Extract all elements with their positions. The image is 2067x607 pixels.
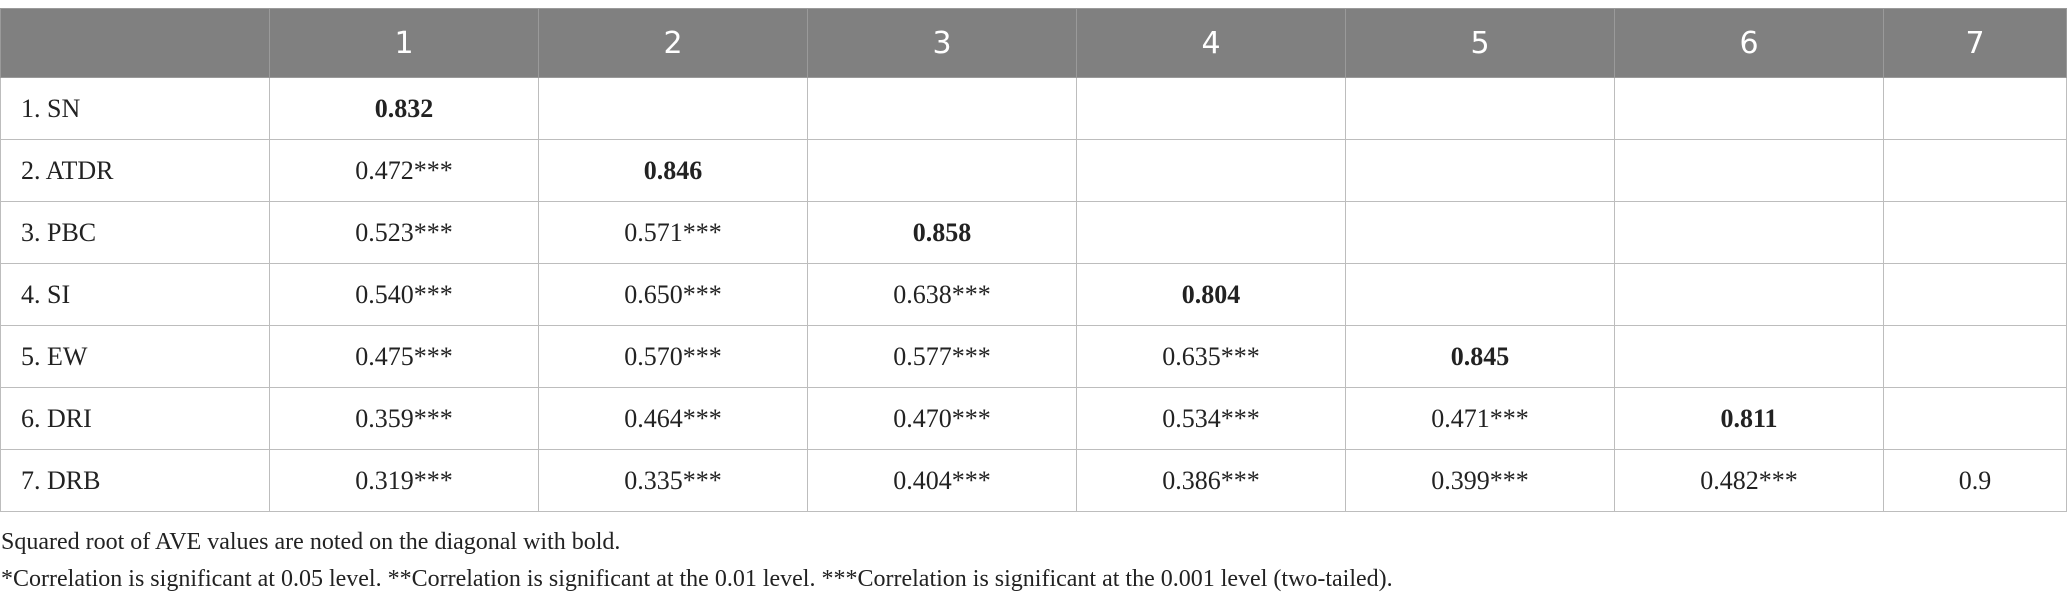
cell (1076, 139, 1346, 202)
header-cell: 5 (1345, 8, 1615, 78)
header-cell: 1 (269, 8, 539, 78)
cell: 0.858 (807, 201, 1077, 264)
cell: 0.359*** (269, 387, 539, 450)
header-cell: 7 (1883, 8, 2067, 78)
cell: 0.475*** (269, 325, 539, 388)
cell: 0.540*** (269, 263, 539, 326)
cell (1883, 387, 2067, 450)
notes: Squared root of AVE values are noted on … (1, 524, 1393, 598)
cell: 0.523*** (269, 201, 539, 264)
row-label: 7. DRB (0, 449, 270, 512)
cell (1883, 201, 2067, 264)
cell (1614, 139, 1884, 202)
cell: 0.832 (269, 77, 539, 140)
cell: 0.9 (1883, 449, 2067, 512)
cell (1614, 263, 1884, 326)
cell: 0.386*** (1076, 449, 1346, 512)
cell: 0.472*** (269, 139, 539, 202)
cell (1614, 201, 1884, 264)
cell: 0.811 (1614, 387, 1884, 450)
cell: 0.464*** (538, 387, 808, 450)
header-cell: 6 (1614, 8, 1884, 78)
cell (1345, 139, 1615, 202)
cell: 0.471*** (1345, 387, 1615, 450)
cell: 0.482*** (1614, 449, 1884, 512)
cell: 0.570*** (538, 325, 808, 388)
cell: 0.635*** (1076, 325, 1346, 388)
table-row: 3. PBC 0.523*** 0.571*** 0.858 (0, 201, 2067, 264)
cell (1883, 263, 2067, 326)
table-row: 2. ATDR 0.472*** 0.846 (0, 139, 2067, 202)
table-row: 5. EW 0.475*** 0.570*** 0.577*** 0.635*** 0.8… (0, 325, 2067, 388)
cell (1883, 77, 2067, 140)
cell (1883, 139, 2067, 202)
cell (538, 77, 808, 140)
cell: 0.399*** (1345, 449, 1615, 512)
header-cell (0, 8, 270, 78)
cell (1345, 77, 1615, 140)
footnote: Squared root of AVE values are noted on … (1, 529, 621, 555)
table-row: 4. SI 0.540*** 0.650*** 0.638*** 0.804 (0, 263, 2067, 326)
header-cell: 2 (538, 8, 808, 78)
cell (1345, 263, 1615, 326)
row-label: 2. ATDR (0, 139, 270, 202)
cell: 0.846 (538, 139, 808, 202)
cell: 0.404*** (807, 449, 1077, 512)
cell: 0.845 (1345, 325, 1615, 388)
cell (1076, 77, 1346, 140)
table-row: 1. SN 0.832 (0, 77, 2067, 140)
row-label: 5. EW (0, 325, 270, 388)
row-label: 1. SN (0, 77, 270, 140)
cell (1614, 325, 1884, 388)
table-body: 1. SN 0.832 2. ATDR 0.472*** 0.846 3. PBC 0.52… (0, 77, 2067, 512)
cell (1883, 325, 2067, 388)
cell: 0.650*** (538, 263, 808, 326)
header-cell: 3 (807, 8, 1077, 78)
row-label: 4. SI (0, 263, 270, 326)
cell (807, 77, 1077, 140)
row-label: 6. DRI (0, 387, 270, 450)
cell: 0.804 (1076, 263, 1346, 326)
table-row: 7. DRB 0.319*** 0.335*** 0.404*** 0.386*** 0.… (0, 449, 2067, 512)
cell (807, 139, 1077, 202)
cell (1076, 201, 1346, 264)
cell (1614, 77, 1884, 140)
footnote: *Correlation is significant at 0.05 leve… (1, 566, 1393, 592)
cell: 0.571*** (538, 201, 808, 264)
cell: 0.534*** (1076, 387, 1346, 450)
cell: 0.638*** (807, 263, 1077, 326)
cell: 0.319*** (269, 449, 539, 512)
cell: 0.335*** (538, 449, 808, 512)
header-cell: 4 (1076, 8, 1346, 78)
cell: 0.470*** (807, 387, 1077, 450)
cell: 0.577*** (807, 325, 1077, 388)
table-row: 6. DRI 0.359*** 0.464*** 0.470*** 0.534*** 0.… (0, 387, 2067, 450)
row-label: 3. PBC (0, 201, 270, 264)
cell (1345, 201, 1615, 264)
